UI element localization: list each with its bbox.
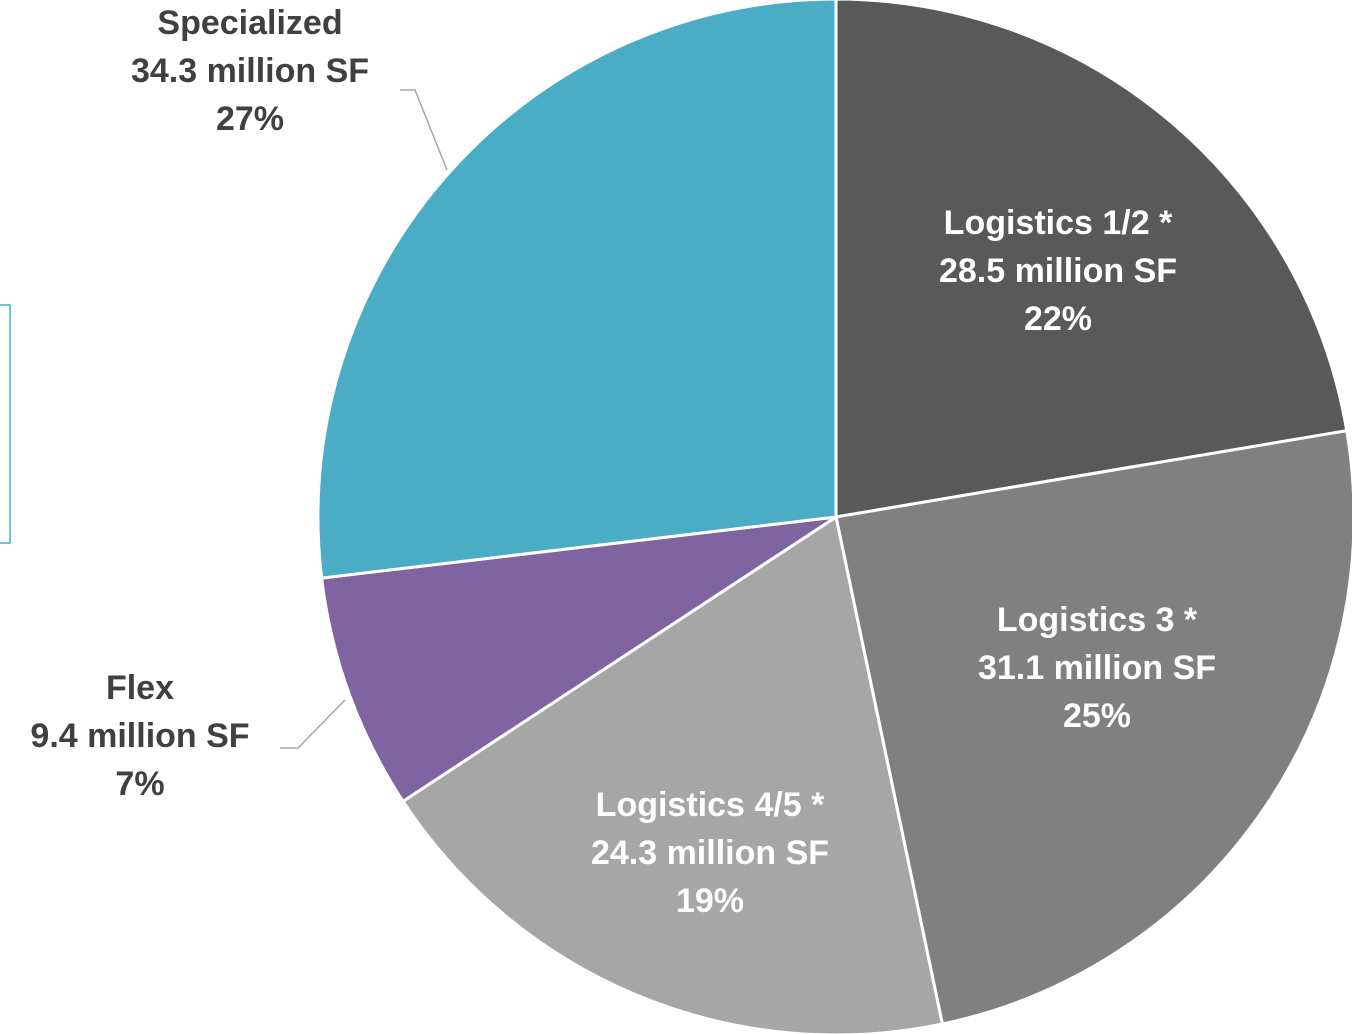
- legend-frame: [0, 304, 11, 544]
- pie-slice: [834, 428, 1352, 1026]
- slice-value-label: 24.3 million SF: [591, 834, 829, 872]
- slice-value-label: 28.5 million SF: [939, 252, 1177, 290]
- slice-percent-label: 19%: [676, 882, 744, 920]
- pie-slice: [400, 514, 945, 1034]
- slice-percent-label: 25%: [1063, 697, 1131, 735]
- slice-value-label: 31.1 million SF: [978, 649, 1216, 687]
- slice-label: Flex: [106, 669, 174, 707]
- pie-slice: [319, 515, 837, 804]
- slice-percent-label: 7%: [115, 765, 164, 803]
- slice-value-label: 9.4 million SF: [30, 717, 249, 755]
- slice-percent-label: 27%: [216, 100, 284, 138]
- slice-label: Logistics 1/2 *: [944, 204, 1173, 242]
- pie-slice: [834, 0, 1349, 519]
- pie-slice: [316, 0, 838, 580]
- slice-value-label: 34.3 million SF: [131, 52, 369, 90]
- leader-line: [400, 89, 448, 171]
- slice-label: Specialized: [157, 4, 342, 42]
- slice-label: Logistics 3 *: [997, 601, 1198, 639]
- leader-line: [280, 699, 346, 749]
- slice-label: Logistics 4/5 *: [596, 786, 825, 824]
- slice-percent-label: 22%: [1024, 300, 1092, 338]
